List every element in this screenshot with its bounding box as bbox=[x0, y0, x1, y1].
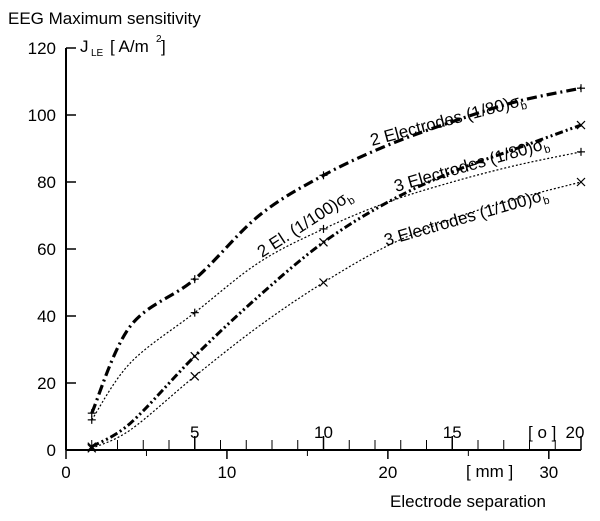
series-marker-cross bbox=[576, 120, 586, 130]
series-group bbox=[87, 84, 586, 453]
y-axis-label-subscript: LE bbox=[91, 48, 104, 59]
y-axis-label-symbol: J bbox=[80, 37, 89, 56]
series-label-4: 3 Electrodes (1/100)σb bbox=[382, 185, 551, 253]
series-label-subscript: b bbox=[543, 143, 552, 156]
series-line-4 bbox=[91, 181, 582, 449]
y-tick-label: 60 bbox=[37, 240, 56, 259]
series-label-subscript: b bbox=[542, 194, 551, 207]
axes: 0 20 40 60 80 100 120 0 10 20 30 5 10 15 20 [ o ] bbox=[28, 39, 585, 482]
series-label-main: 3 Electrodes (1/100)σ bbox=[382, 186, 545, 249]
x-tick-label-mm: 10 bbox=[217, 463, 236, 482]
y-tick-label: 80 bbox=[37, 173, 56, 192]
x-tick-label-mm: 20 bbox=[378, 463, 397, 482]
x-tick-label-deg: 15 bbox=[443, 423, 462, 442]
series-line-1 bbox=[90, 86, 582, 414]
series-label-main: 2 Electrodes (1/80)σ bbox=[368, 91, 522, 149]
x-tick-label-deg: 5 bbox=[190, 423, 199, 442]
series-marker-cross bbox=[319, 278, 328, 287]
series-marker-cross bbox=[87, 442, 97, 452]
x-axis-deg-unit: [ o ] bbox=[528, 423, 556, 442]
x-tick-label-deg: 10 bbox=[314, 423, 333, 442]
y-axis-label-unit-power: 2 bbox=[156, 34, 162, 45]
series-label-main: 2 El. (1/100)σ bbox=[254, 189, 351, 261]
series-line-3 bbox=[90, 123, 582, 448]
series-label-subscript: b bbox=[520, 100, 529, 113]
series-marker-cross bbox=[576, 177, 586, 187]
x-tick-label-deg: 20 bbox=[566, 423, 585, 442]
y-axis-label-unit: [ A/m bbox=[110, 37, 149, 56]
x-axis-mm-unit: [ mm ] bbox=[466, 462, 513, 481]
series-marker-cross bbox=[87, 443, 97, 453]
y-tick-label: 20 bbox=[37, 374, 56, 393]
series-marker-cross bbox=[190, 351, 200, 361]
x-tick-label-mm: 0 bbox=[61, 463, 70, 482]
y-tick-label: 120 bbox=[28, 39, 56, 58]
series-label-subscript: b bbox=[346, 194, 358, 207]
series-label-main: 3 Electrodes (1/80)σ bbox=[392, 135, 546, 196]
x-axis-label: Electrode separation bbox=[390, 492, 546, 511]
y-axis-label-unit-close: ] bbox=[161, 37, 166, 56]
x-tick-label-mm: 30 bbox=[539, 463, 558, 482]
y-tick-label: 0 bbox=[47, 441, 56, 460]
series-labels: 2 Electrodes (1/80)σb2 El. (1/100)σb3 El… bbox=[254, 90, 552, 264]
series-label-1: 2 Electrodes (1/80)σb bbox=[368, 90, 528, 153]
series-label-2: 2 El. (1/100)σb bbox=[254, 186, 358, 264]
y-tick-label: 40 bbox=[37, 307, 56, 326]
series-marker-cross bbox=[319, 237, 328, 247]
y-tick-label: 100 bbox=[28, 106, 56, 125]
chart-title: EEG Maximum sensitivity bbox=[8, 9, 201, 28]
series-marker-cross bbox=[190, 371, 200, 381]
